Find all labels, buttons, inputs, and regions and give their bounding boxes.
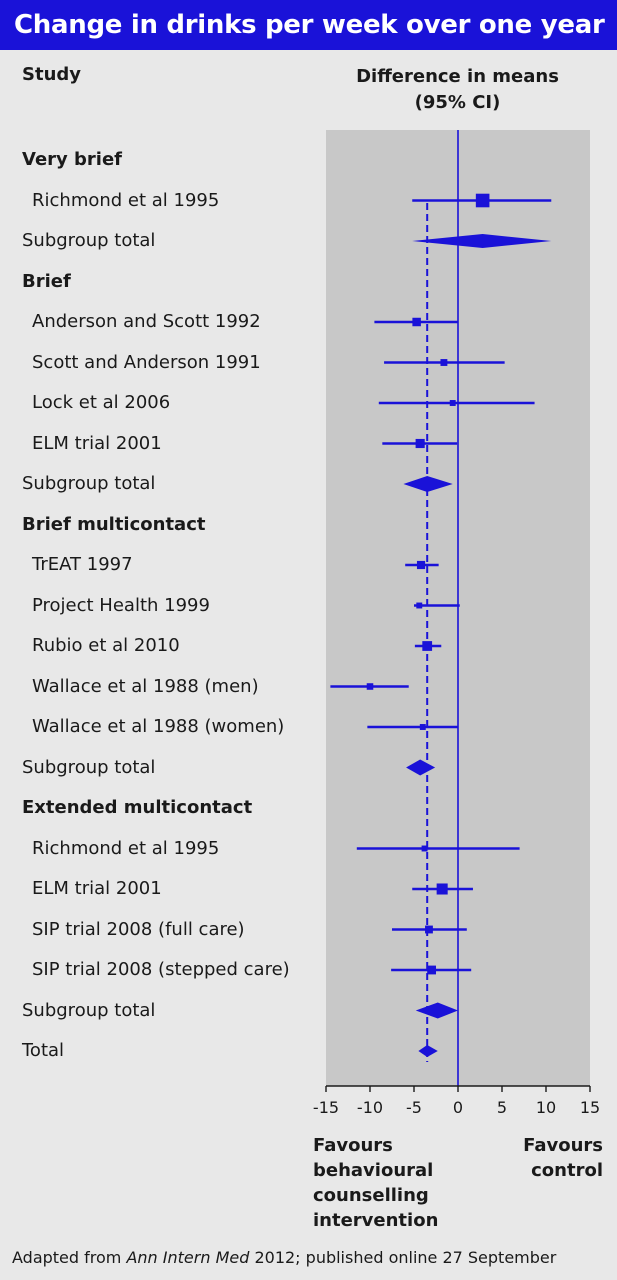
point-estimate-square [440,359,448,366]
x-tick-label: -10 [357,1098,383,1117]
point-estimate-square [419,724,426,730]
source-prefix: Adapted from [12,1248,127,1267]
study-label: SIP trial 2008 (full care) [32,918,245,940]
group-heading: Brief multicontact [22,513,206,535]
effect-header-line2: (95% CI) [414,92,501,113]
x-tick-label: 0 [453,1098,463,1117]
subgroup-diamond [412,234,552,248]
source-journal: Ann Intern Med [126,1248,250,1267]
study-label: Wallace et al 1988 (women) [32,716,285,737]
point-estimate-square [412,317,421,327]
study-label: ELM trial 2001 [32,432,162,454]
study-label: Richmond et al 1995 [32,837,220,859]
x-tick-label: -15 [313,1098,339,1117]
effect-header-line1: Difference in means [356,66,559,87]
study-label: Rubio et al 2010 [32,635,180,656]
total-label: Total [22,1040,65,1061]
subgroup-total-label: Subgroup total [22,756,156,778]
chart-title: Change in drinks per week over one year [0,0,617,50]
study-column-header: Study [22,64,82,85]
source-suffix: 2012; published online 27 September [249,1248,557,1267]
favours-intervention-label: Favours behavioural counselling interven… [313,1133,463,1233]
point-estimate-square [366,683,374,690]
group-heading: Brief [22,270,71,292]
forest-plot: -15 -10 -5 0 5 10 15 [313,130,600,1117]
group-heading: Extended multicontact [22,797,253,818]
study-label: Wallace et al 1988 (men) [32,675,259,697]
subgroup-total-label: Subgroup total [22,999,156,1021]
group-heading: Very brief [22,149,123,170]
point-estimate-square [416,560,426,570]
source-note: Adapted from Ann Intern Med 2012; publis… [12,1248,556,1267]
point-estimate-square [416,602,423,609]
favours-right-line: Favours [523,1135,603,1156]
point-estimate-square [421,845,428,852]
x-tick-label: 10 [536,1098,556,1117]
study-label: Anderson and Scott 1992 [32,311,261,332]
subgroup-diamond [415,1002,458,1019]
study-label: Richmond et al 1995 [32,189,220,211]
subgroup-total-label: Subgroup total [22,230,156,251]
favours-left-line: intervention [313,1210,439,1231]
point-estimate-square [422,641,433,651]
effect-column-header: Difference in means (95% CI) [330,64,585,116]
x-tick-label: 5 [497,1098,507,1117]
point-estimate-square [436,883,448,895]
point-estimate-square [475,193,490,208]
study-label: SIP trial 2008 (stepped care) [32,959,290,980]
study-label: Project Health 1999 [32,594,210,616]
study-label: ELM trial 2001 [32,878,162,899]
subgroup-total-label: Subgroup total [22,473,156,494]
point-estimate-square [425,925,433,934]
point-estimate-square [427,965,436,975]
study-label: Scott and Anderson 1991 [32,351,261,373]
favours-left-line: behavioural [313,1160,434,1181]
subgroup-diamond [406,759,436,776]
study-label: Lock et al 2006 [32,392,171,413]
favours-right-line: control [531,1160,603,1181]
x-tick-label: 15 [580,1098,600,1117]
total-diamond [418,1045,438,1057]
favours-control-label: Favours control [500,1133,603,1183]
x-tick-label: -5 [406,1098,422,1117]
subgroup-diamond [403,476,453,492]
point-estimate-square [415,438,425,449]
favours-left-line: counselling [313,1185,429,1206]
favours-left-line: Favours [313,1135,393,1156]
study-label: TrEAT 1997 [32,554,133,575]
point-estimate-square [449,400,456,406]
